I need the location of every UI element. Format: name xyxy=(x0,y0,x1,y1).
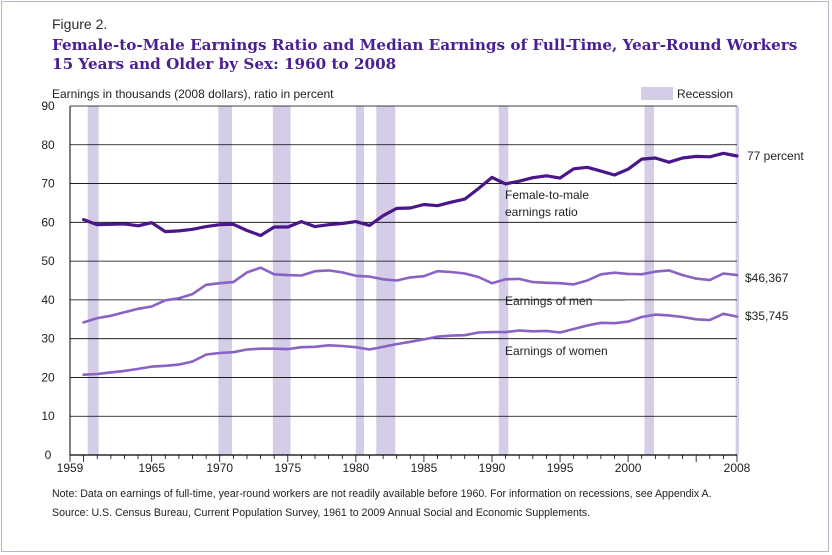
y-tick-label: 30 xyxy=(41,332,55,346)
x-tick-label: 1970 xyxy=(206,461,233,475)
x-tick-label: 1990 xyxy=(479,461,506,475)
chart-source: Source: U.S. Census Bureau, Current Popu… xyxy=(52,507,591,519)
axes: 0 10 20 30 40 50 60 70 80 90 1959 1965 1970 1975 1980 1… xyxy=(41,99,750,475)
x-tick-label: 1959 xyxy=(57,461,84,475)
women-series-label: Earnings of women xyxy=(505,344,608,358)
recession-band xyxy=(272,106,291,455)
recession-band xyxy=(218,106,232,455)
men-series-label: Earnings of men xyxy=(505,294,592,308)
chart-title-line-1: Female-to-Male Earnings Ratio and Median… xyxy=(52,36,798,54)
series-labels: Earnings in thousands (2008 dollars), ra… xyxy=(52,87,804,358)
men-end-label: $46,367 xyxy=(745,271,789,285)
women-series-line xyxy=(82,312,739,377)
legend-recession-swatch xyxy=(641,87,673,100)
recession-band xyxy=(87,106,99,455)
y-tick-label: 0 xyxy=(45,448,52,462)
x-tick-label: 1985 xyxy=(411,461,438,475)
figure-label: Figure 2. xyxy=(52,16,108,32)
y-tick-label: 20 xyxy=(41,370,55,384)
y-tick-label: 40 xyxy=(41,293,55,307)
ratio-series-label-line-2: earnings ratio xyxy=(505,205,578,219)
recession-band xyxy=(644,106,654,455)
chart-note: Note: Data on earnings of full-time, yea… xyxy=(52,488,712,500)
y-tick-label: 90 xyxy=(41,99,55,113)
series-lines xyxy=(81,151,739,377)
y-tick-label: 60 xyxy=(41,215,55,229)
ratio-series-line xyxy=(81,151,739,238)
y-tick-label: 80 xyxy=(41,138,55,152)
x-tick-label: 2000 xyxy=(615,461,642,475)
women-end-label: $35,745 xyxy=(745,309,789,323)
chart-title-line-2: 15 Years and Older by Sex: 1960 to 2008 xyxy=(52,55,397,73)
x-tick-label: 1975 xyxy=(274,461,301,475)
men-series-line xyxy=(82,266,739,324)
ratio-end-label: 77 percent xyxy=(747,149,804,163)
recession-band xyxy=(735,106,739,455)
x-tick-label: 1995 xyxy=(547,461,574,475)
gridlines xyxy=(70,105,737,456)
x-tick-label: 1980 xyxy=(343,461,370,475)
ratio-series-label-line-1: Female-to-male xyxy=(505,188,589,202)
y-tick-label: 10 xyxy=(41,409,55,423)
y-tick-label: 70 xyxy=(41,177,55,191)
x-tick-label: 1965 xyxy=(138,461,165,475)
y-tick-label: 50 xyxy=(41,254,55,268)
x-tick-label: 2008 xyxy=(724,461,751,475)
recession-band xyxy=(355,106,365,455)
legend-recession-label: Recession xyxy=(677,87,733,101)
y-axis-label: Earnings in thousands (2008 dollars), ra… xyxy=(52,87,334,101)
